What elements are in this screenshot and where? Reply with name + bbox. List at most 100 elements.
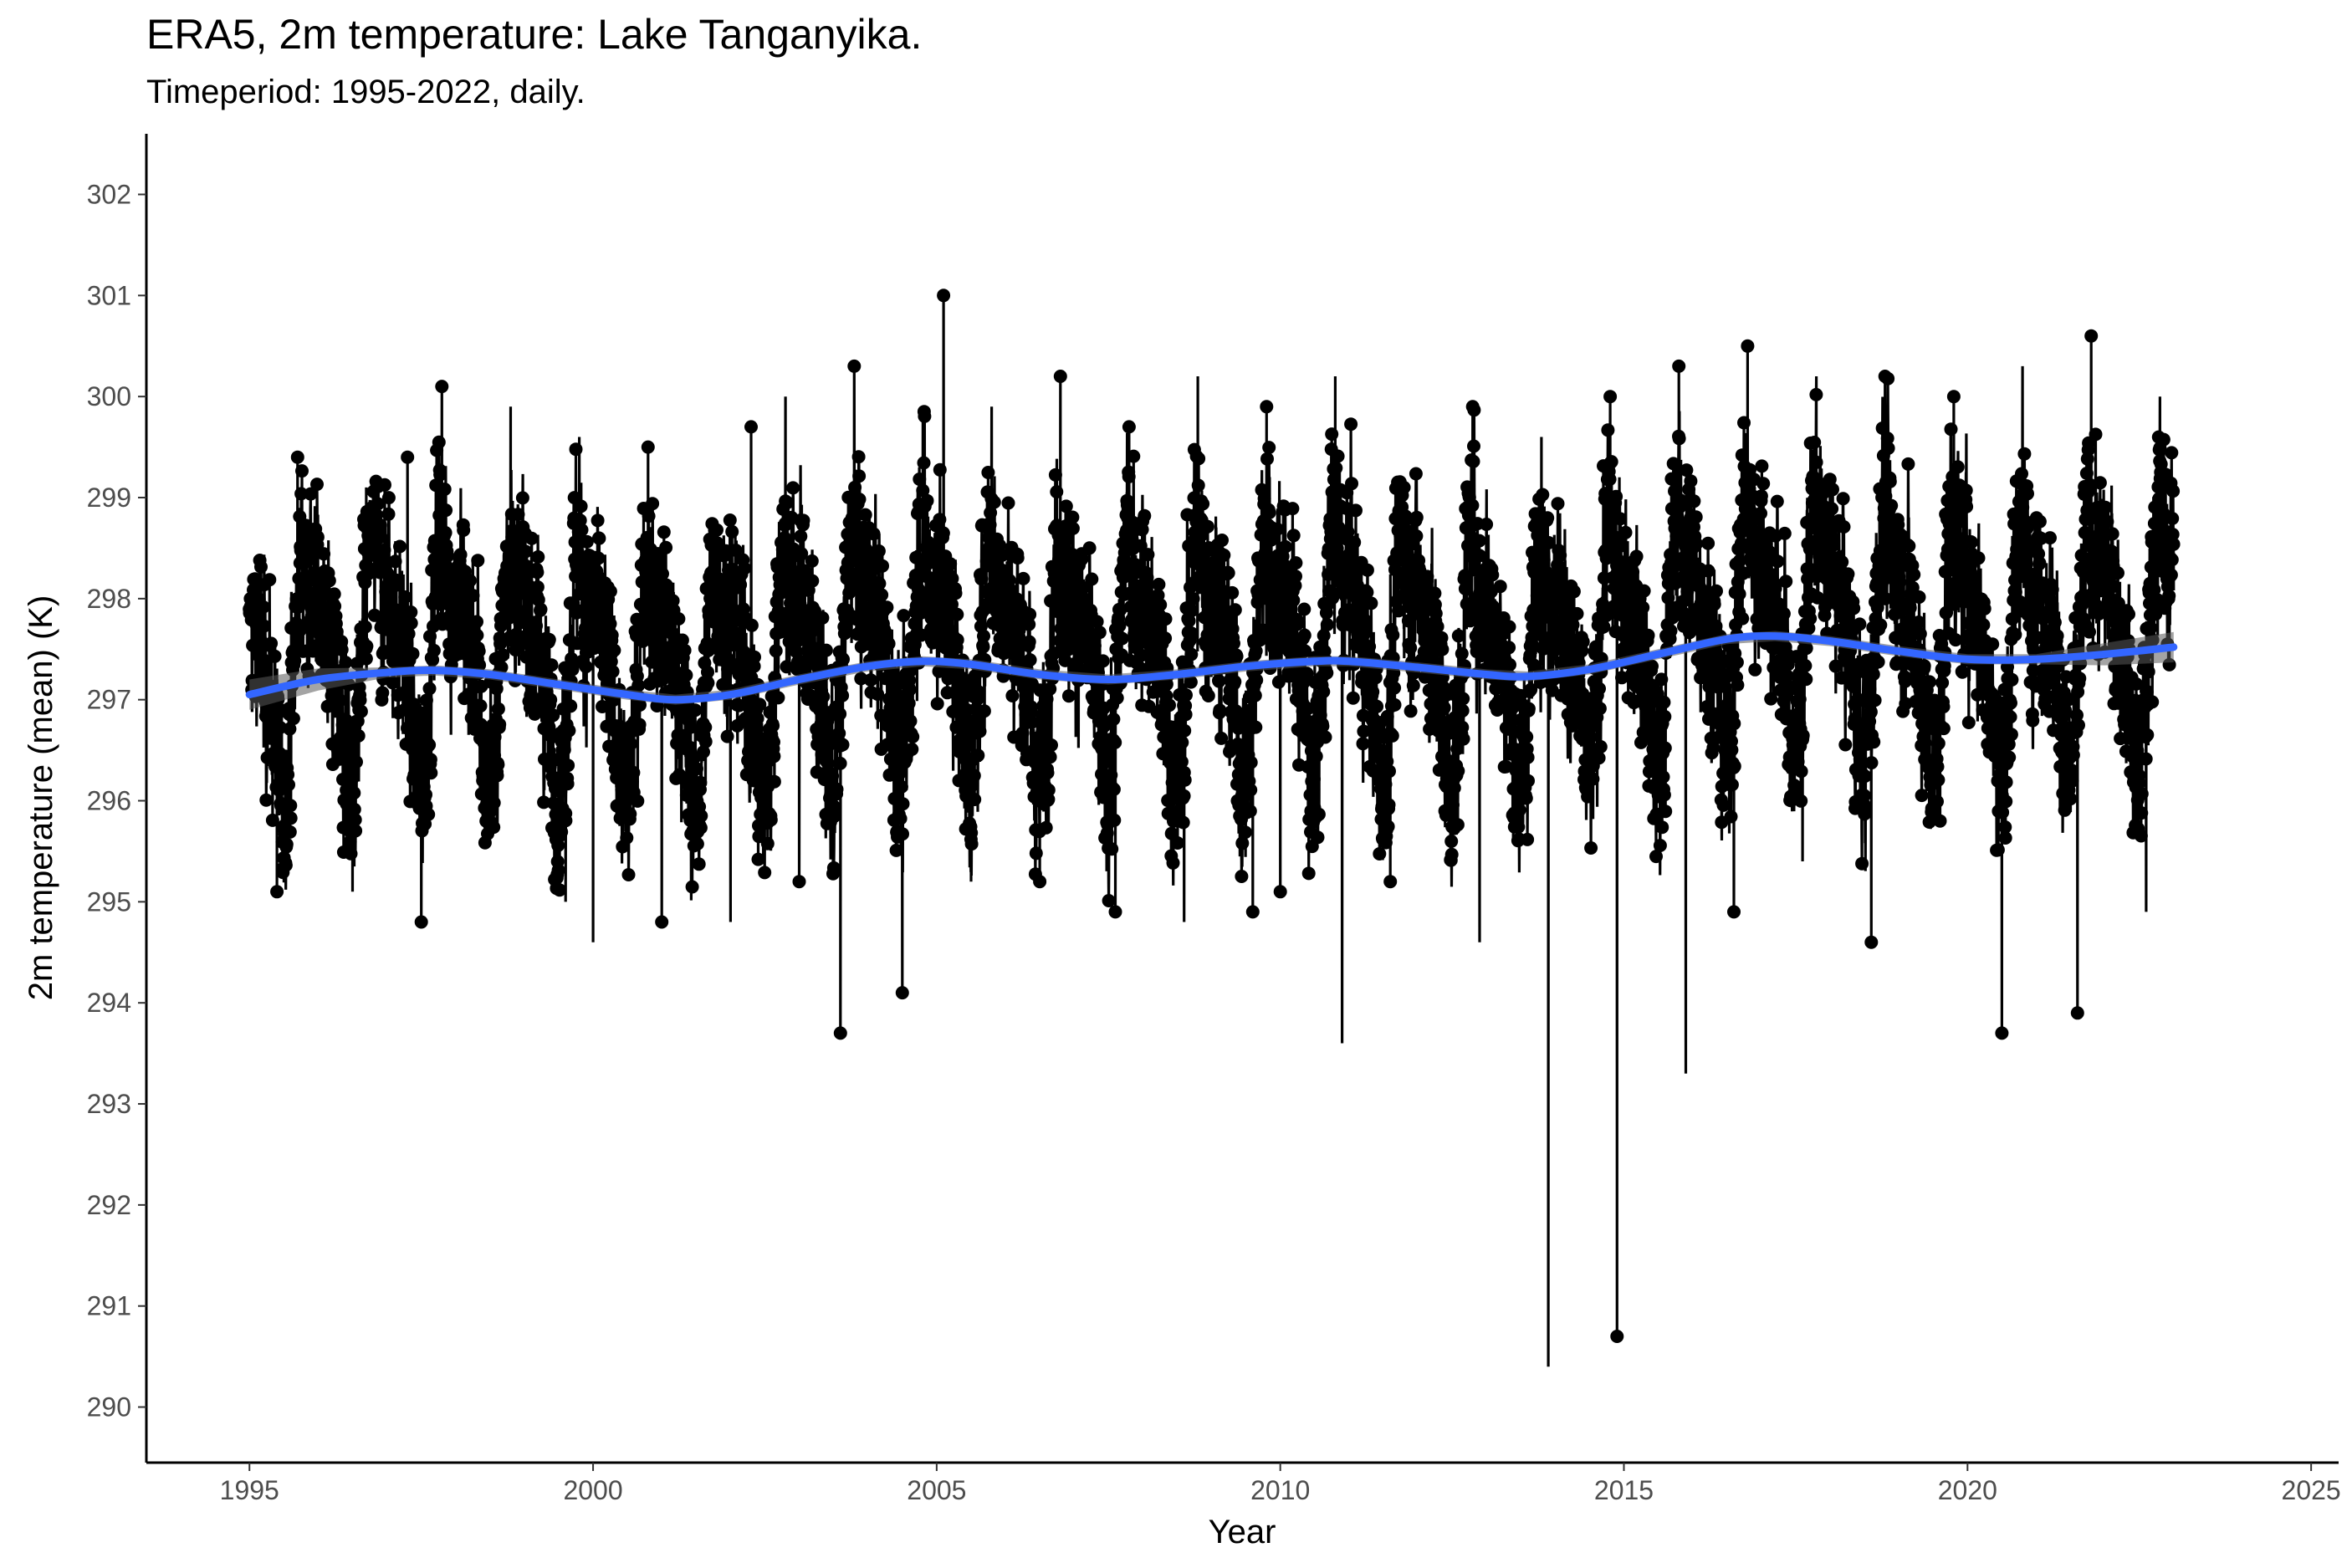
- data-point: [472, 644, 486, 658]
- data-point: [530, 565, 545, 580]
- data-point: [1626, 564, 1640, 579]
- data-point: [1944, 422, 1958, 437]
- data-point: [968, 793, 982, 806]
- data-point: [378, 478, 391, 492]
- data-point: [852, 493, 867, 507]
- data-point: [1879, 591, 1892, 605]
- data-point: [1357, 724, 1371, 738]
- data-point: [1893, 575, 1907, 590]
- data-point: [1278, 539, 1292, 554]
- data-point: [524, 531, 539, 545]
- data-point: [1903, 600, 1917, 615]
- data-point: [1255, 623, 1270, 637]
- data-point: [1645, 659, 1659, 673]
- data-point: [744, 420, 758, 434]
- data-point: [816, 690, 831, 703]
- data-point: [1593, 740, 1608, 753]
- data-point: [830, 782, 844, 796]
- data-point: [2100, 514, 2114, 529]
- data-point: [1184, 675, 1198, 689]
- data-point: [256, 652, 270, 667]
- data-point: [603, 616, 617, 631]
- data-point: [1217, 548, 1231, 562]
- data-point: [284, 799, 298, 813]
- data-point: [1446, 798, 1460, 812]
- data-point: [1289, 556, 1303, 570]
- data-point: [2065, 764, 2079, 778]
- data-point: [586, 580, 601, 595]
- chart-subtitle: Timeperiod: 1995-2022, daily.: [146, 74, 585, 110]
- data-point: [1672, 359, 1686, 373]
- data-point: [1725, 743, 1739, 757]
- data-point: [1286, 529, 1301, 543]
- data-point: [591, 513, 605, 528]
- data-point: [2066, 748, 2080, 762]
- data-point: [265, 813, 279, 827]
- data-point: [1765, 568, 1779, 582]
- data-point: [693, 820, 708, 835]
- data-point: [694, 809, 708, 823]
- data-point: [683, 720, 698, 734]
- data-point: [1286, 593, 1301, 607]
- data-point: [743, 758, 757, 773]
- data-point: [1503, 657, 1516, 672]
- data-point: [1871, 655, 1885, 669]
- data-point: [933, 462, 947, 477]
- data-point: [813, 703, 827, 718]
- data-point: [1300, 667, 1314, 681]
- data-point: [1664, 472, 1679, 486]
- data-point: [1719, 671, 1733, 685]
- data-point: [1799, 672, 1813, 687]
- data-point: [1209, 571, 1223, 585]
- data-point: [2083, 625, 2096, 639]
- data-point: [377, 543, 391, 557]
- data-point: [1779, 575, 1793, 589]
- data-point: [872, 544, 886, 558]
- data-point: [1050, 485, 1064, 499]
- data-point: [653, 556, 667, 570]
- data-point: [1754, 506, 1767, 520]
- data-point: [851, 450, 866, 464]
- data-point: [913, 472, 927, 486]
- data-point: [1736, 566, 1751, 580]
- data-point: [1735, 448, 1749, 462]
- data-point: [1227, 636, 1240, 651]
- data-point: [1082, 541, 1097, 555]
- data-point: [1248, 688, 1262, 702]
- data-point: [351, 728, 366, 743]
- data-point: [1995, 1026, 2009, 1040]
- data-point: [1153, 598, 1168, 612]
- data-point: [871, 687, 885, 701]
- data-point: [1986, 637, 2000, 651]
- data-point: [949, 720, 964, 734]
- data-point: [2043, 704, 2057, 718]
- data-point: [347, 802, 361, 816]
- data-point: [908, 637, 922, 651]
- data-point: [1104, 768, 1118, 782]
- data-point: [1576, 635, 1590, 649]
- data-point: [977, 629, 990, 643]
- data-point: [1045, 738, 1058, 752]
- data-point: [1467, 439, 1480, 453]
- data-point: [404, 616, 418, 631]
- data-point: [916, 483, 930, 498]
- data-point: [641, 440, 655, 454]
- data-point: [1260, 452, 1274, 466]
- data-point: [902, 682, 917, 697]
- data-point: [688, 703, 703, 718]
- data-point: [690, 837, 704, 851]
- data-point: [1603, 390, 1618, 404]
- data-point: [646, 497, 660, 511]
- data-point: [2005, 672, 2019, 687]
- data-point: [1444, 847, 1459, 861]
- data-point: [1884, 498, 1899, 513]
- data-point: [759, 758, 773, 772]
- data-point: [1809, 455, 1823, 469]
- data-point: [569, 442, 583, 457]
- data-point: [2021, 487, 2034, 501]
- data-point: [1307, 772, 1321, 786]
- data-point: [1170, 804, 1184, 819]
- data-point: [1502, 641, 1516, 655]
- data-point: [1649, 850, 1663, 864]
- data-point: [1918, 736, 1932, 750]
